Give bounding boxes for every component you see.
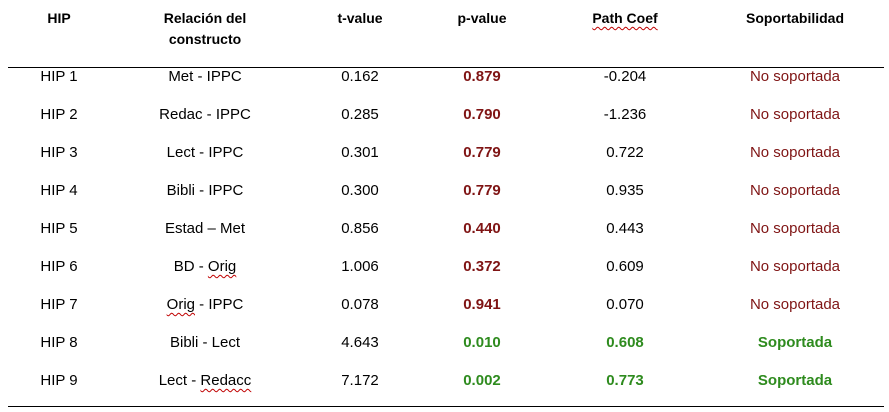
cell-tvalue: 0.078 bbox=[341, 296, 379, 313]
cell-tvalue: 0.300 bbox=[341, 182, 379, 199]
table-row: HIP 7 Orig - IPPC 0.078 0.941 0.070 No soport… bbox=[0, 286, 889, 324]
cell-hip: HIP 3 bbox=[40, 144, 78, 161]
cell-pvalue: 0.440 bbox=[463, 220, 501, 237]
table-row: HIP 3 Lect - IPPC 0.301 0.779 0.722 No soport… bbox=[0, 134, 889, 172]
cell-pathcoef: -1.236 bbox=[603, 106, 647, 123]
cell-hip: HIP 2 bbox=[40, 106, 78, 123]
cell-pvalue: 0.010 bbox=[463, 334, 501, 351]
cell-tvalue: 4.643 bbox=[341, 334, 379, 351]
header-relacion-line1: Relación del bbox=[163, 10, 247, 26]
table-row: HIP 9 Lect - Redacc 7.172 0.002 0.773 Soporta… bbox=[0, 362, 889, 400]
cell-soporte: No soportada bbox=[749, 68, 841, 85]
relacion-flagged-word: Redacc bbox=[200, 372, 252, 389]
table-row: HIP 1 Met - IPPC 0.162 0.879 -0.204 No soport… bbox=[0, 58, 889, 96]
table-row: HIP 8 Bibli - Lect 4.643 0.010 0.608 Soportad… bbox=[0, 324, 889, 362]
cell-pathcoef: 0.609 bbox=[606, 258, 644, 275]
header-relacion-line2: constructo bbox=[168, 31, 242, 47]
cell-relacion: Orig - IPPC bbox=[130, 286, 280, 324]
cell-hip: HIP 5 bbox=[40, 220, 78, 237]
header-soportabilidad: Soportabilidad bbox=[746, 10, 844, 26]
cell-relacion: Lect - Redacc bbox=[130, 362, 280, 400]
cell-soporte: Soportada bbox=[757, 372, 833, 389]
header-pvalue: p-value bbox=[457, 10, 507, 26]
header-pathcoef-label: Path Coef bbox=[592, 10, 658, 26]
cell-pathcoef: 0.443 bbox=[606, 220, 644, 237]
cell-pvalue: 0.941 bbox=[463, 296, 501, 313]
header-tvalue: t-value bbox=[337, 10, 383, 26]
cell-soporte: No soportada bbox=[749, 106, 841, 123]
table-row: HIP 2 Redac - IPPC 0.285 0.790 -1.236 No sopo… bbox=[0, 96, 889, 134]
cell-hip: HIP 1 bbox=[40, 68, 78, 85]
header-hip: HIP bbox=[47, 10, 71, 26]
table-header: HIP Relación del constructo t-value p-va… bbox=[0, 0, 889, 66]
cell-hip: HIP 9 bbox=[40, 372, 78, 389]
header-pathcoef: Path Coef bbox=[570, 8, 680, 29]
cell-tvalue: 7.172 bbox=[341, 372, 379, 389]
table-row: HIP 6 BD - Orig 1.006 0.372 0.609 No soportad… bbox=[0, 248, 889, 286]
cell-hip: HIP 4 bbox=[40, 182, 78, 199]
cell-pathcoef: -0.204 bbox=[603, 68, 647, 85]
relacion-text: BD - bbox=[173, 258, 208, 275]
cell-tvalue: 0.285 bbox=[341, 106, 379, 123]
cell-relacion: Bibli - IPPC bbox=[166, 182, 244, 199]
header-rule bbox=[8, 67, 884, 68]
cell-tvalue: 1.006 bbox=[341, 258, 379, 275]
cell-pathcoef: 0.722 bbox=[606, 144, 644, 161]
cell-soporte: No soportada bbox=[749, 296, 841, 313]
cell-hip: HIP 8 bbox=[40, 334, 78, 351]
cell-tvalue: 0.301 bbox=[341, 144, 379, 161]
cell-pvalue: 0.779 bbox=[463, 144, 501, 161]
cell-soporte: No soportada bbox=[749, 144, 841, 161]
cell-hip: HIP 6 bbox=[40, 258, 78, 275]
cell-pvalue: 0.790 bbox=[463, 106, 501, 123]
cell-soporte: No soportada bbox=[749, 220, 841, 237]
bottom-rule bbox=[8, 406, 884, 407]
cell-pathcoef: 0.070 bbox=[606, 296, 644, 313]
cell-tvalue: 0.162 bbox=[341, 68, 379, 85]
header-relacion: Relación del constructo bbox=[130, 8, 280, 50]
cell-pvalue: 0.372 bbox=[463, 258, 501, 275]
cell-soporte: No soportada bbox=[749, 182, 841, 199]
cell-pvalue: 0.779 bbox=[463, 182, 501, 199]
cell-soporte: Soportada bbox=[757, 334, 833, 351]
cell-relacion: Met - IPPC bbox=[168, 68, 242, 85]
cell-pvalue: 0.879 bbox=[463, 68, 501, 85]
table-row: HIP 4 Bibli - IPPC 0.300 0.779 0.935 No sopor… bbox=[0, 172, 889, 210]
cell-pathcoef: 0.773 bbox=[606, 372, 644, 389]
relacion-text: Lect - bbox=[158, 372, 201, 389]
cell-tvalue: 0.856 bbox=[341, 220, 379, 237]
cell-relacion: BD - Orig bbox=[130, 248, 280, 286]
cell-soporte: No soportada bbox=[749, 258, 841, 275]
relacion-flagged-word: Orig bbox=[207, 258, 237, 275]
relacion-text: - IPPC bbox=[195, 296, 244, 313]
cell-hip: HIP 7 bbox=[40, 296, 78, 313]
cell-relacion: Lect - IPPC bbox=[166, 144, 244, 161]
relacion-flagged-word: Orig bbox=[166, 296, 195, 313]
cell-relacion: Redac - IPPC bbox=[159, 106, 251, 123]
cell-relacion: Estad – Met bbox=[164, 220, 246, 237]
cell-pvalue: 0.002 bbox=[463, 372, 501, 389]
cell-pathcoef: 0.608 bbox=[606, 334, 644, 351]
cell-pathcoef: 0.935 bbox=[606, 182, 644, 199]
cell-relacion: Bibli - Lect bbox=[169, 334, 241, 351]
table-row: HIP 5 Estad – Met 0.856 0.440 0.443 No soport… bbox=[0, 210, 889, 248]
